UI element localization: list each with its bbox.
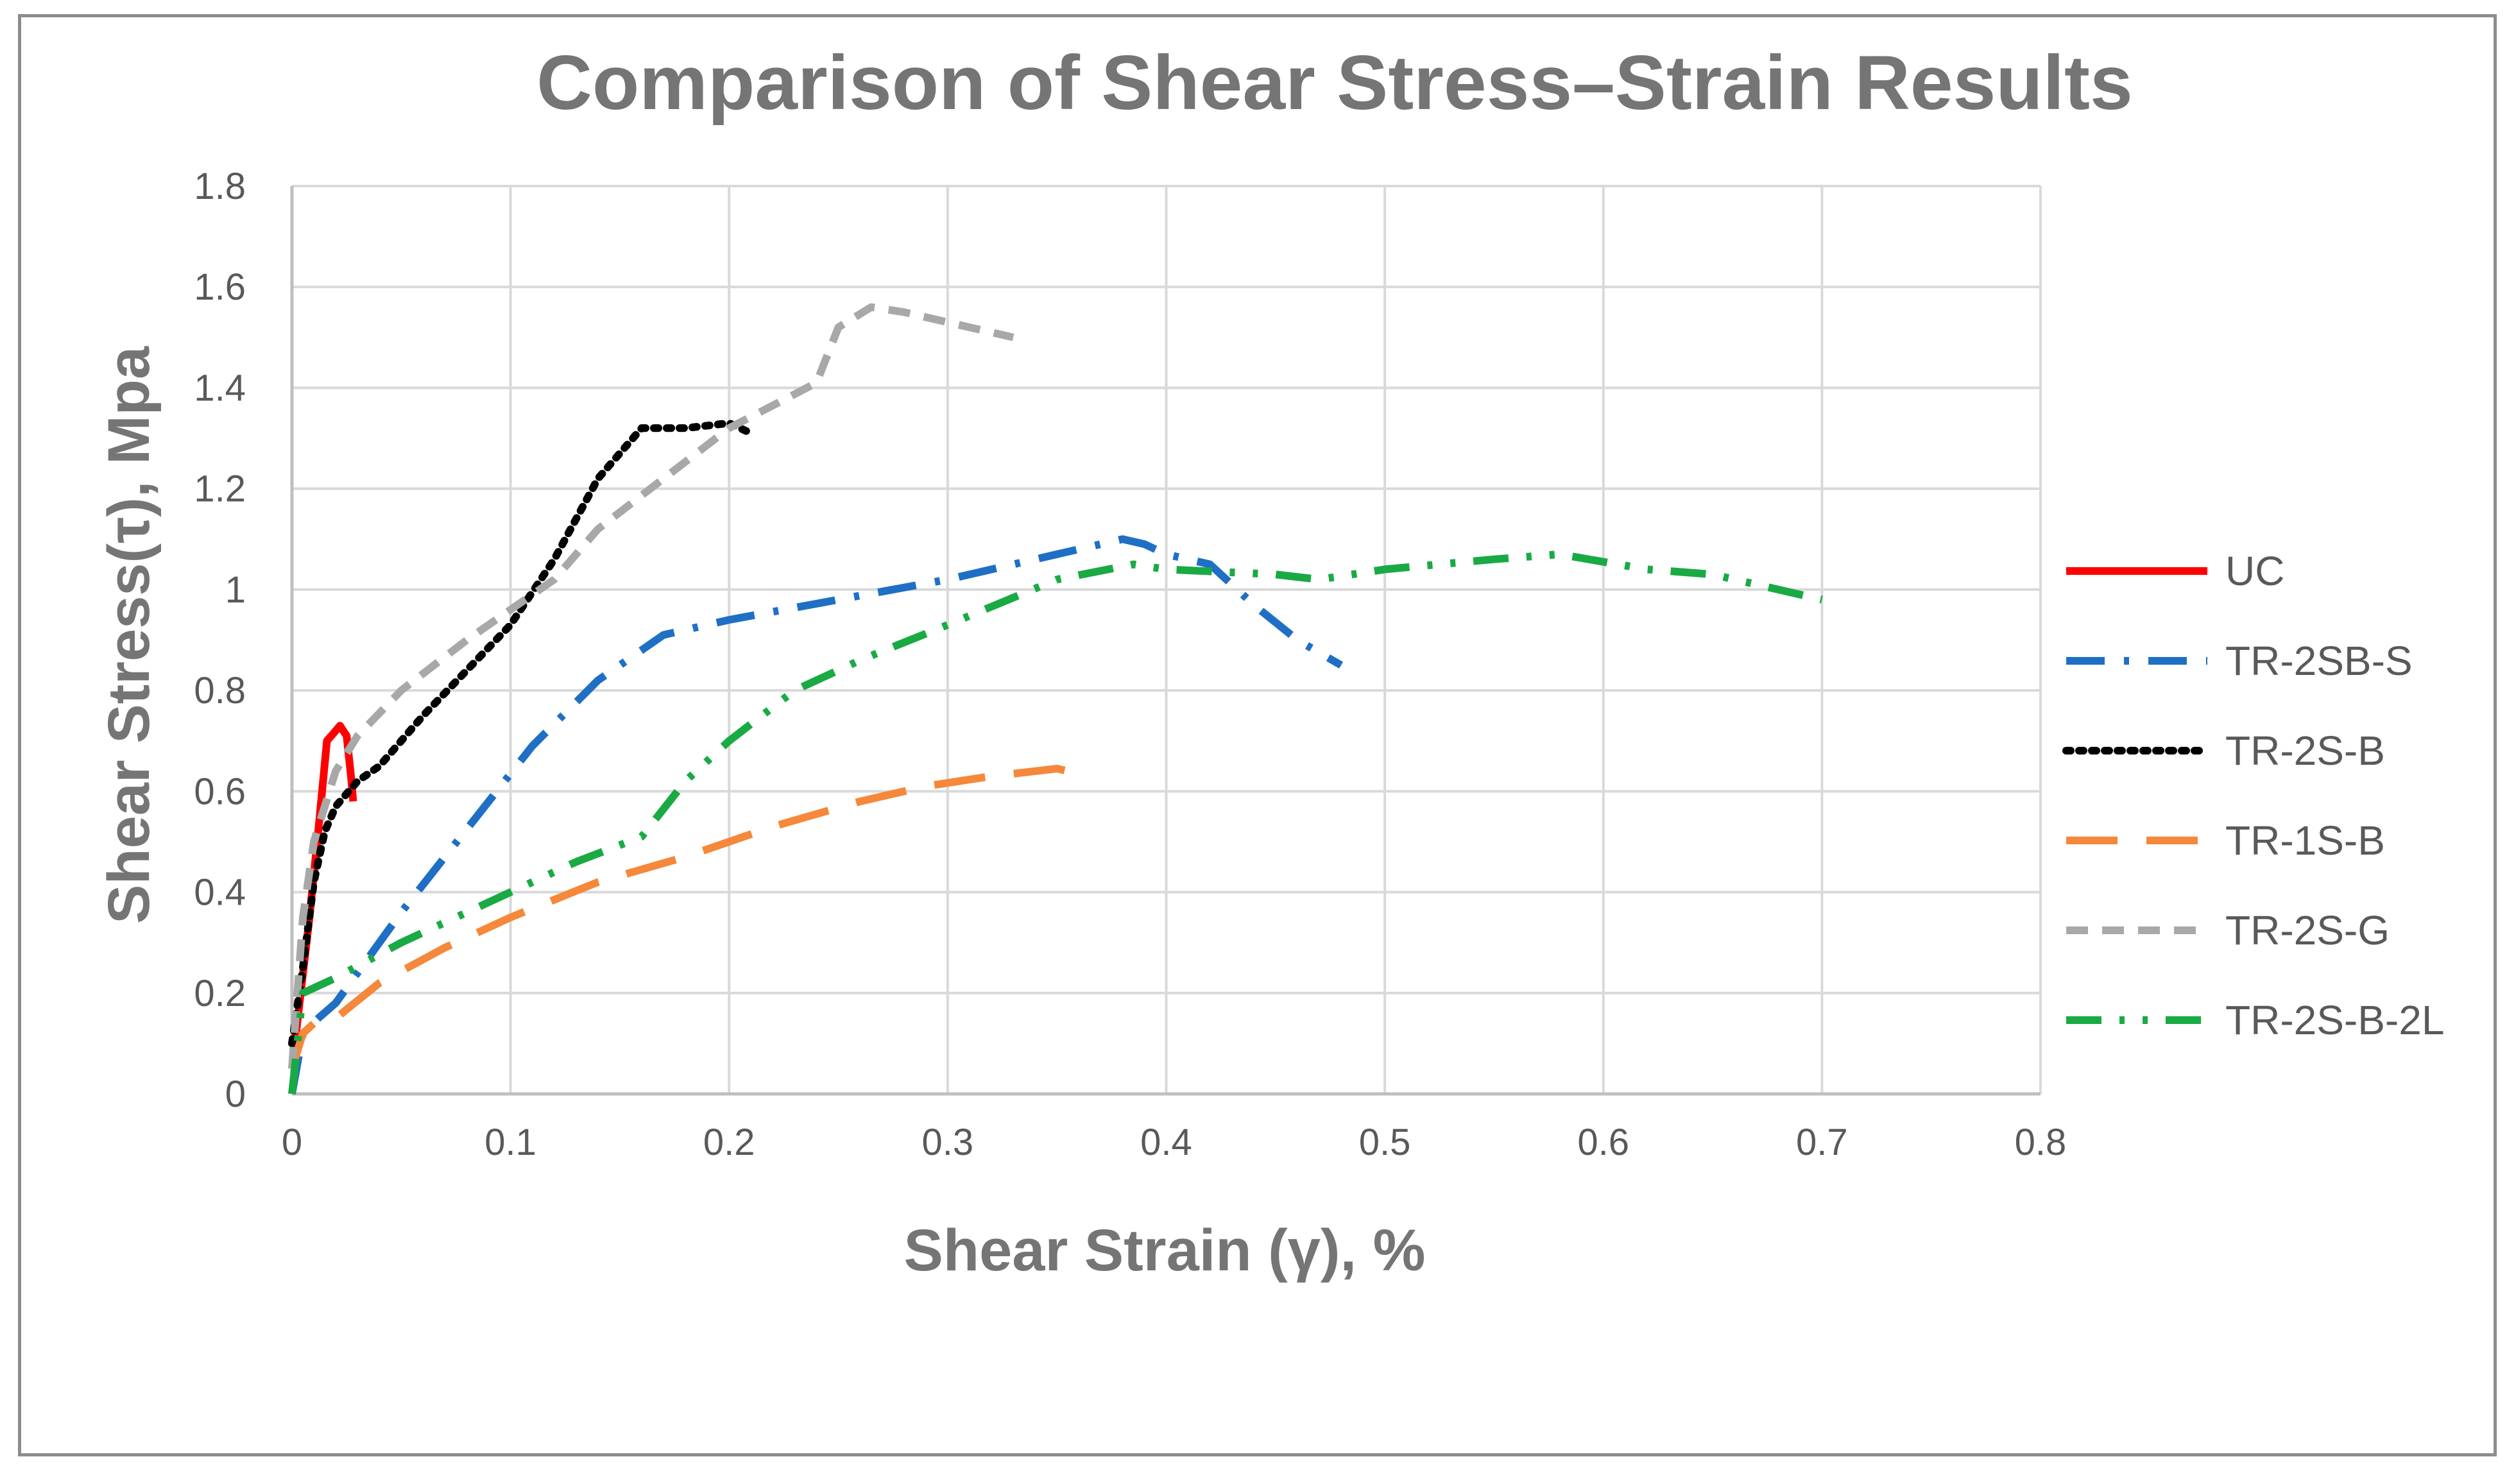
tick-labels: 0 0.1 0.2 0.3 0.4 0.5 0.6 0.7 0.8 0 0.2 0.4 0.6 0.8 1 1… [194,166,2066,1163]
y-axis-label: Shear Stress(τ), Mpa [96,346,162,924]
legend-label: UC [2225,548,2284,594]
series-lines [288,303,1823,1095]
legend-label: TR-2SB-S [2225,638,2413,684]
y-tick-label: 0.4 [194,872,246,914]
chart-frame [18,14,2497,1456]
legend-label: TR-2S-B [2225,728,2385,774]
y-tick-label: 0 [225,1073,246,1115]
series-line-TR-1S-B [288,765,1091,1070]
x-tick-label: 0.1 [484,1122,536,1163]
legend-label: TR-2S-B-2L [2225,997,2444,1043]
y-tick-label: 1 [225,569,246,611]
series-line-TR-2S-G [288,303,1014,1070]
y-tick-label: 0.2 [194,973,246,1014]
legend-label: TR-2S-G [2225,907,2390,953]
y-tick-label: 1.4 [194,367,246,409]
x-axis-label: Shear Strain (γ), % [904,1218,1426,1283]
series-line-TR-2S-B-2L [288,550,1823,1095]
series-line-TR-2SB-S [288,535,1343,1095]
x-tick-label: 0.2 [703,1122,755,1163]
y-tick-label: 0.8 [194,670,246,712]
x-tick-label: 0.7 [1796,1122,1848,1163]
chart-title: Comparison of Shear Stress–Strain Result… [536,40,2132,126]
x-tick-label: 0.5 [1359,1122,1411,1163]
y-tick-label: 1.2 [194,468,246,510]
x-tick-label: 0.6 [1577,1122,1629,1163]
legend-label: TR-1S-B [2225,817,2385,864]
series-line-TR-2S-B [288,419,755,1048]
x-tick-label: 0.3 [922,1122,974,1163]
y-tick-label: 0.6 [194,771,246,812]
x-tick-label: 0 [282,1122,302,1163]
legend: UC TR-2SB-S TR-2S-B TR-1S-B TR-2S-G TR-2S-B-2… [2062,548,2444,1043]
y-tick-label: 1.8 [194,166,246,207]
grid [290,185,2042,1096]
y-tick-label: 1.6 [194,266,246,308]
x-tick-label: 0.4 [1140,1122,1192,1163]
x-tick-label: 0.8 [2015,1122,2067,1163]
